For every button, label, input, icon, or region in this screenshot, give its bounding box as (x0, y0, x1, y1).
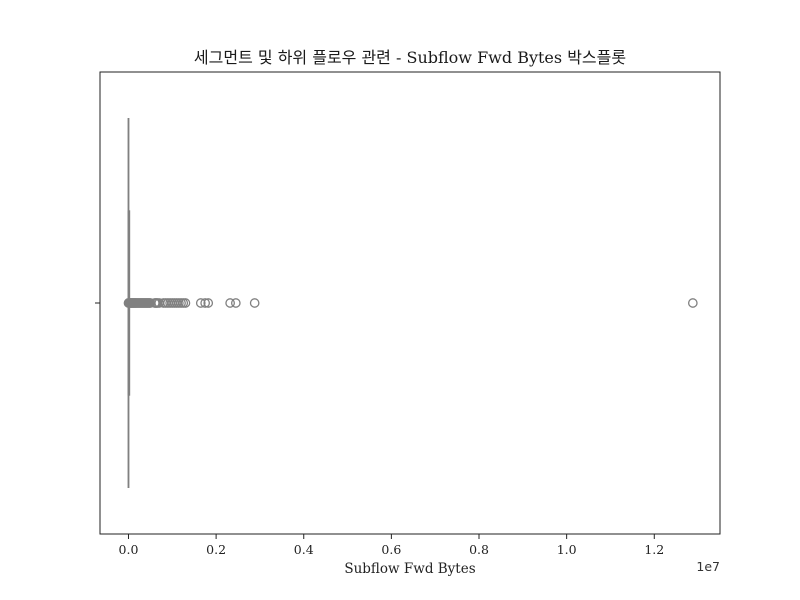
x-axis: 0.0 0.2 0.4 0.6 0.8 1.0 1.2 (119, 534, 664, 557)
outlier-point (687, 298, 698, 308)
x-tick-label: 1.2 (644, 542, 664, 557)
outlier-layer (123, 298, 698, 308)
x-tick-label: 0.0 (119, 542, 139, 557)
outlier-point (225, 298, 235, 308)
x-axis-offset-label: 1e7 (696, 559, 720, 574)
plot-frame (99, 71, 721, 535)
x-tick-label: 0.6 (381, 542, 401, 557)
outlier-point (249, 298, 260, 308)
outlier-point (180, 298, 191, 308)
outlier-point (195, 298, 206, 308)
x-tick-label: 0.4 (294, 542, 314, 557)
outlier-point (230, 298, 241, 308)
outlier-point (203, 298, 214, 308)
outlier-point (200, 298, 211, 308)
x-tick-label: 1.0 (557, 542, 577, 557)
x-tick-label: 0.2 (206, 542, 226, 557)
x-axis-label: Subflow Fwd Bytes (344, 561, 475, 577)
chart-title: 세그먼트 및 하위 플로우 관련 - Subflow Fwd Bytes 박스플… (194, 48, 626, 67)
x-tick-label: 0.8 (469, 542, 489, 557)
